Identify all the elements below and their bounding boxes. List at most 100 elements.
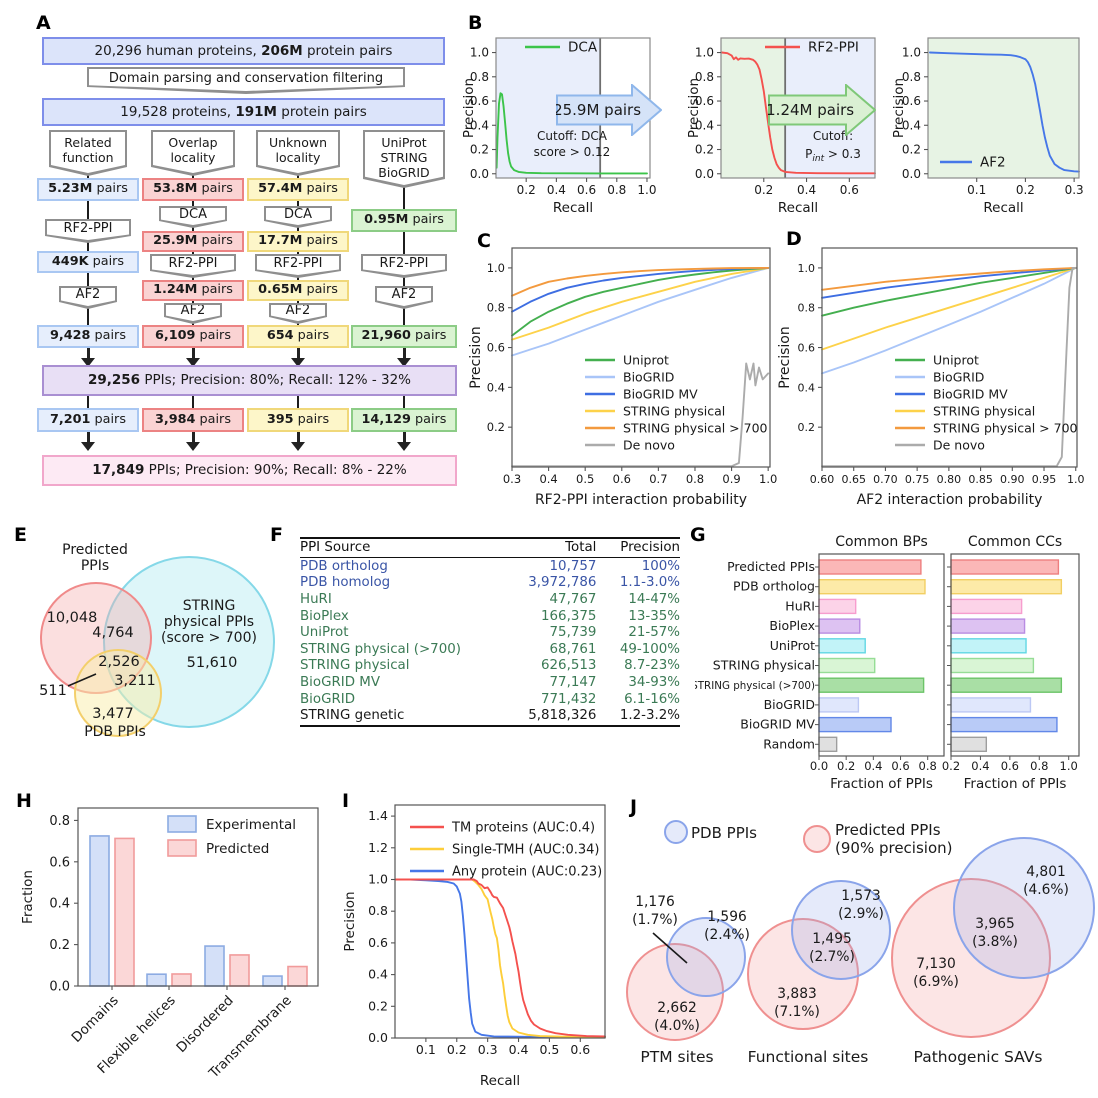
legend-label: BioGRID MV: [623, 387, 698, 402]
x-tick-label: 0.4: [971, 759, 989, 773]
series-BioGRID: [511, 266, 770, 357]
set-label-predicted: PPIs: [81, 558, 109, 574]
y-tick-label: 0.8: [487, 301, 505, 315]
flow-data-box: 6,109 pairs: [142, 325, 244, 348]
x-tick-label: 0.8: [1030, 759, 1048, 773]
y-tick-label: 0.8: [368, 903, 388, 918]
venn-count-overlap: (3.8%): [972, 934, 1018, 950]
table-cell: 5,818,326: [497, 707, 597, 727]
y-tick-label: 0.2: [902, 143, 921, 157]
table-cell: 771,432: [541, 691, 597, 707]
y-tick-label: 0.2: [487, 420, 505, 434]
x-tick-label: 0.8: [607, 183, 626, 197]
flow-arrow-stem: [402, 348, 406, 359]
y-tick-label: 1.0: [487, 261, 505, 275]
x-axis-title: Recall: [553, 200, 593, 216]
venn-count-red: 7,130: [916, 956, 956, 972]
y-tick-label: 0.0: [49, 980, 70, 995]
x-tick-label: 1.0: [1060, 759, 1078, 773]
panel-h-bars: 0.0 0.2 0.4 0.6 0.8 Fraction Domains Flexible h…: [10, 796, 340, 1088]
y-tick-label: 0.2: [368, 998, 388, 1013]
panel-i-chart: 0.1 0.2 0.3 0.4 0.5 0.6 0.0 0.2 0.4 0.6 0.8 1.0 1.2 1…: [338, 795, 663, 1093]
y-axis-title: Fraction: [20, 870, 36, 924]
table-cell: 1.2-3.2%: [596, 707, 680, 727]
y-tick-label: 0.4: [470, 118, 489, 132]
flow-arrow-stem: [86, 432, 90, 443]
y-axis-title: Precision: [777, 326, 793, 388]
y-tick-label: 0.4: [368, 967, 388, 982]
down-arrow-icon: [81, 358, 95, 367]
x-tick-label: 0.3: [1065, 183, 1084, 197]
x-axis-title: Recall: [480, 1073, 520, 1089]
x-tick-label: 0.5: [576, 472, 594, 486]
series-RF2-PPI: [720, 51, 876, 175]
panel-e-venn: Predicted PPIs STRING physical PPIs (score >…: [8, 528, 340, 796]
table-cell: BioPlex: [300, 608, 349, 624]
y-tick-label: 1.0: [470, 46, 489, 60]
panel-i-label: I: [342, 790, 350, 812]
legend-label: TM proteins (AUC:0.4): [451, 821, 595, 836]
set-label-string: (score > 700): [161, 630, 257, 646]
x-tick-label: 0.5: [539, 1042, 559, 1057]
flow-header-blue: Related function: [49, 130, 127, 176]
x-tick-label: 1.0: [637, 183, 656, 197]
b3-svg: 0.1 0.2 0.3 0.0 0.2 0.4 0.6 0.8 1.0 Recall Precisi…: [891, 37, 1084, 216]
venn-count-blue: (2.4%): [704, 927, 750, 943]
x-tick-label: 0.7: [649, 472, 667, 486]
flow-arrow-stem: [296, 348, 300, 359]
legend-label: (90% precision): [835, 839, 952, 857]
bar-BioPlex: [818, 618, 861, 634]
table-cell: STRING physical (>700): [300, 641, 461, 657]
bar-HuRI: [818, 598, 857, 615]
flow-data-box: 654 pairs: [247, 325, 349, 348]
subplot-title: Common CCs: [968, 534, 1062, 550]
bar-STRING physical: [950, 657, 1035, 674]
venn-count: 3,211: [114, 673, 156, 689]
venn-count: 3,477: [92, 706, 134, 722]
bar-PDB ortholog: [818, 579, 926, 595]
legend-label: PDB PPIs: [691, 824, 757, 842]
bar-BioGRID: [818, 697, 860, 713]
bar-STRING physical (>700): [818, 677, 925, 693]
bar-UniProt: [818, 638, 866, 654]
legend-label: STRING physical > 700: [623, 421, 768, 436]
venn-circle-pdb: [74, 649, 162, 737]
legend-label: STRING physical: [933, 404, 1035, 419]
legend-circle-predicted: [803, 825, 831, 853]
x-tick-label: 0.0: [810, 759, 828, 773]
plot-background: [928, 38, 1079, 178]
category-label: HuRI: [785, 598, 815, 613]
c-svg: 0.3 0.4 0.5 0.6 0.7 0.8 0.9 1.0 0.2 0.4 0.6 0.8 1.0 R…: [468, 247, 777, 508]
x-axis-title: Recall: [983, 200, 1023, 216]
x-tick-label: 0.70: [873, 473, 898, 486]
x-tick-label: 0.60: [810, 473, 835, 486]
flow-connector: [192, 396, 194, 408]
y-tick-label: 0.2: [49, 938, 70, 953]
table-row: HuRI 47,767 14-47%: [300, 591, 680, 608]
venn-count: 51,610: [187, 655, 238, 671]
x-tick-label: 0.1: [967, 183, 986, 197]
x-tick-label: 0.2: [1016, 183, 1035, 197]
flow-connector: [87, 396, 89, 408]
panel-b-af2-plot: 0.1 0.2 0.3 0.0 0.2 0.4 0.6 0.8 1.0 Recall Precisi…: [890, 20, 1088, 220]
x-tick-label: 1.0: [1067, 473, 1085, 486]
series-AF2: [928, 51, 1080, 173]
flow-data-box: 0.65M pairs: [247, 280, 349, 301]
venn-count-red: 2,662: [657, 1000, 697, 1016]
bar-Experimental-Flexible helices: [146, 973, 167, 987]
venn-count-overlap: 1,176: [635, 894, 675, 910]
y-tick-label: 1.2: [368, 840, 388, 855]
y-tick-label: 0.0: [470, 167, 489, 181]
flow-arrow-stem: [191, 432, 195, 443]
flow-arrow-stem: [86, 348, 90, 359]
table-cell: 3,972,786: [528, 575, 597, 591]
bar-STRING physical (>700): [950, 677, 1063, 693]
venn-count-red: (4.0%): [654, 1018, 700, 1034]
plot-frame: [511, 247, 771, 468]
category-label: STRING physical (>700): [695, 680, 815, 692]
flow-arrow-stem: [191, 348, 195, 359]
down-arrow-icon: [81, 442, 95, 451]
flow-process-box: RF2-PPI: [150, 254, 236, 278]
y-tick-label: 0.6: [368, 935, 388, 950]
category-label: Domains: [68, 993, 121, 1046]
